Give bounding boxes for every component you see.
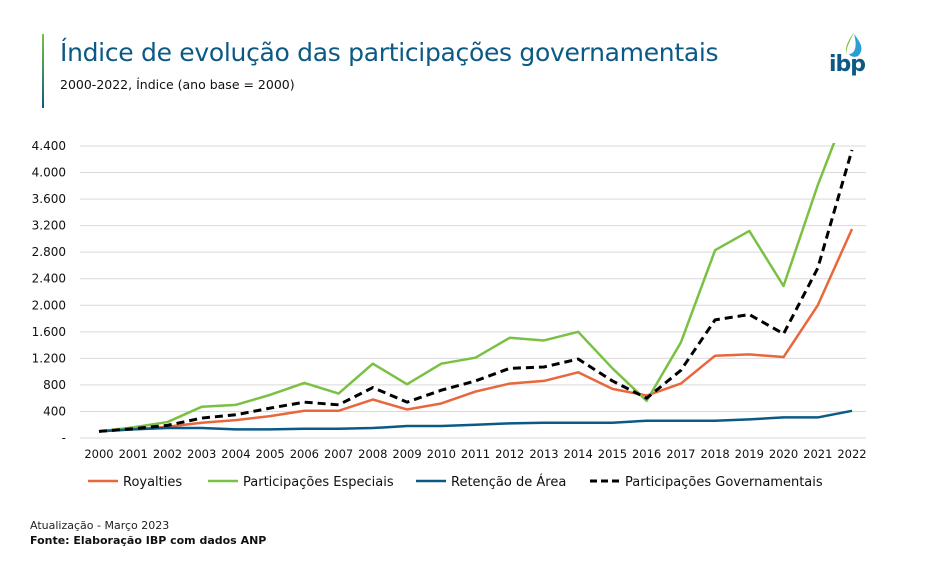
legend-label: Participações Governamentais xyxy=(625,475,823,490)
page-title: Índice de evolução das participações gov… xyxy=(60,38,719,67)
y-tick-label: 2.000 xyxy=(32,298,66,312)
x-tick-label: 2011 xyxy=(461,447,490,461)
x-tick-label: 2003 xyxy=(187,447,216,461)
y-tick-label: - xyxy=(62,431,66,445)
series-line-participa-es-governamentais xyxy=(98,149,854,433)
x-tick-label: 2018 xyxy=(700,447,729,461)
y-tick-label: 1.200 xyxy=(32,351,66,365)
y-tick-label: 1.600 xyxy=(32,325,66,339)
x-tick-label: 2017 xyxy=(666,447,695,461)
series-line-royalties xyxy=(98,228,854,433)
y-tick-label: 400 xyxy=(43,404,66,418)
x-tick-label: 2010 xyxy=(427,447,456,461)
accent-bar xyxy=(42,34,44,108)
x-tick-label: 2012 xyxy=(495,447,524,461)
x-tick-label: 2000 xyxy=(84,447,113,461)
y-tick-label: 4.000 xyxy=(32,166,66,180)
legend-label: Royalties xyxy=(123,475,182,490)
x-tick-label: 2020 xyxy=(769,447,798,461)
y-tick-label: 2.400 xyxy=(32,272,66,286)
x-tick-label: 2005 xyxy=(255,447,284,461)
x-tick-label: 2022 xyxy=(837,447,866,461)
legend-label: Retenção de Área xyxy=(451,474,566,490)
x-tick-label: 2008 xyxy=(358,447,387,461)
x-tick-label: 2006 xyxy=(290,447,319,461)
x-tick-label: 2019 xyxy=(735,447,764,461)
x-tick-label: 2007 xyxy=(324,447,353,461)
y-tick-label: 2.800 xyxy=(32,245,66,259)
legend-label: Participações Especiais xyxy=(243,475,394,490)
y-tick-label: 800 xyxy=(43,378,66,392)
ibp-drop-icon xyxy=(846,32,862,57)
x-tick-label: 2016 xyxy=(632,447,661,461)
x-tick-label: 2002 xyxy=(153,447,182,461)
y-tick-label: 3.200 xyxy=(32,219,66,233)
y-tick-label: 4.400 xyxy=(32,139,66,153)
series-line-participa-es-especiais xyxy=(98,143,836,433)
ibp-logo: ibp xyxy=(829,52,866,77)
x-tick-label: 2001 xyxy=(119,447,148,461)
page-subtitle: 2000-2022, Índice (ano base = 2000) xyxy=(60,77,295,92)
x-tick-label: 2021 xyxy=(803,447,832,461)
series-line-reten-o-de-rea xyxy=(98,409,853,433)
x-tick-label: 2009 xyxy=(392,447,421,461)
source-note: Fonte: Elaboração IBP com dados ANP xyxy=(30,534,267,547)
x-tick-label: 2014 xyxy=(564,447,593,461)
x-tick-label: 2013 xyxy=(529,447,558,461)
x-tick-label: 2004 xyxy=(221,447,250,461)
update-note: Atualização - Março 2023 xyxy=(30,519,170,532)
x-tick-label: 2015 xyxy=(598,447,627,461)
y-tick-label: 3.600 xyxy=(32,192,66,206)
